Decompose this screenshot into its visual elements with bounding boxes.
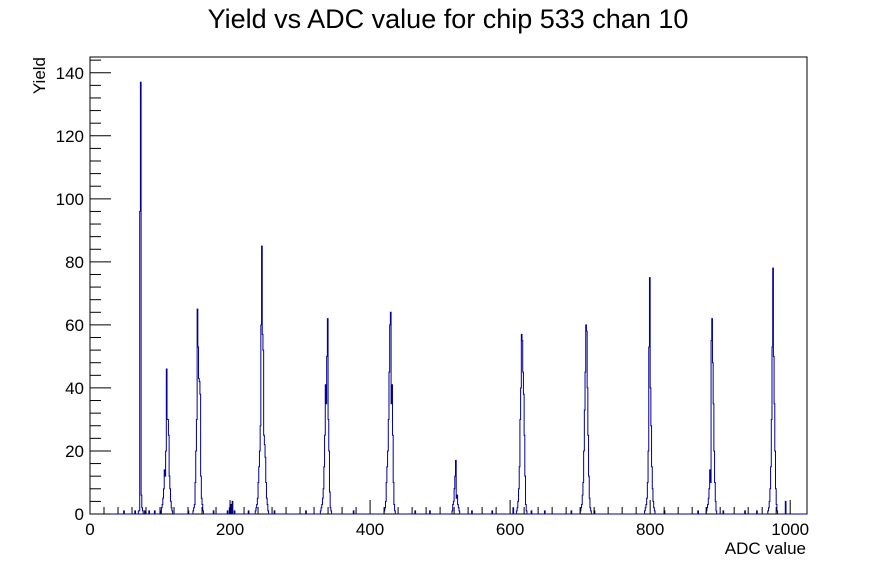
x-tick-label: 400: [356, 520, 384, 539]
y-axis: 0 20 40 60 80 100 120 140: [56, 59, 111, 524]
x-axis-label: ADC value: [725, 539, 806, 558]
y-tick-label: 80: [65, 253, 84, 272]
x-tick-label: 600: [496, 520, 524, 539]
y-tick-label: 0: [75, 505, 84, 524]
histogram-series: [90, 81, 807, 515]
y-tick-label: 100: [56, 190, 84, 209]
y-tick-label: 20: [65, 442, 84, 461]
plot-area: [89, 56, 808, 515]
y-axis-label: Yield: [30, 57, 49, 94]
chart-title: Yield vs ADC value for chip 533 chan 10: [208, 4, 689, 34]
x-tick-label: 800: [636, 520, 664, 539]
x-axis: 0 200 400 600 800 1000: [85, 500, 809, 539]
y-tick-label: 60: [65, 316, 84, 335]
x-tick-label: 1000: [771, 520, 809, 539]
y-tick-label: 120: [56, 127, 84, 146]
y-tick-label: 140: [56, 64, 84, 83]
y-tick-label: 40: [65, 379, 84, 398]
plot-frame: [89, 56, 808, 515]
x-tick-label: 0: [85, 520, 94, 539]
x-tick-label: 200: [216, 520, 244, 539]
